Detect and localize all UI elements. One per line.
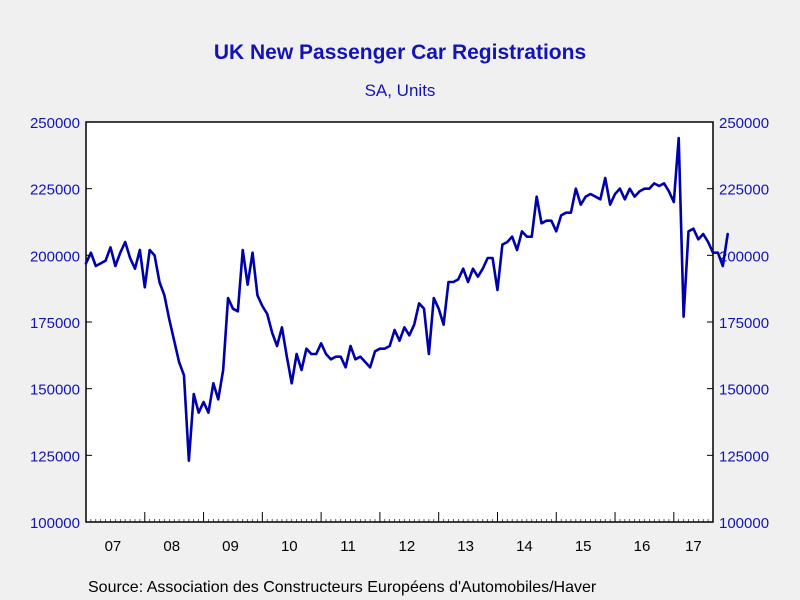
x-tick-label: 14 xyxy=(516,538,533,555)
chart-subtitle: SA, Units xyxy=(365,81,436,100)
series-layer xyxy=(84,136,730,462)
left-y-axis: 100000 125000 150000 175000 200000 225000 2500… xyxy=(30,115,92,532)
x-tick-label: 08 xyxy=(163,538,180,555)
x-axis: 07 08 09 10 11 12 13 14 15 16 17 xyxy=(90,512,714,555)
left-y-tick-label: 225000 xyxy=(30,182,80,199)
x-tick-label: 13 xyxy=(457,538,474,555)
right-y-tick-label: 100000 xyxy=(719,515,769,532)
x-tick-label: 11 xyxy=(340,538,356,555)
left-y-tick-label: 150000 xyxy=(30,382,80,399)
right-y-tick-label: 175000 xyxy=(719,315,769,332)
right-y-axis: 100000 125000 150000 175000 200000 225000 2500… xyxy=(707,115,769,532)
right-y-tick-label: 250000 xyxy=(719,115,769,132)
x-tick-label: 12 xyxy=(399,538,416,555)
chart-title: UK New Passenger Car Registrations xyxy=(214,41,586,64)
chart-source: Source: Association des Constructeurs Eu… xyxy=(88,579,597,596)
right-y-tick-label: 200000 xyxy=(719,248,769,265)
x-tick-label: 15 xyxy=(575,538,592,555)
x-tick-label: 16 xyxy=(634,538,651,555)
right-y-tick-label: 150000 xyxy=(719,382,769,399)
x-tick-label: 10 xyxy=(281,538,298,555)
left-y-tick-label: 100000 xyxy=(30,515,80,532)
x-tick-label: 07 xyxy=(105,538,122,555)
plot-area xyxy=(85,121,714,523)
right-y-tick-label: 225000 xyxy=(719,182,769,199)
left-y-tick-label: 125000 xyxy=(30,448,80,465)
x-tick-label: 17 xyxy=(685,538,702,555)
left-y-tick-label: 200000 xyxy=(30,248,80,265)
series-line xyxy=(84,136,730,462)
left-y-tick-label: 250000 xyxy=(30,115,80,132)
x-tick-label: 09 xyxy=(222,538,239,555)
left-y-tick-label: 175000 xyxy=(30,315,80,332)
right-y-tick-label: 125000 xyxy=(719,448,769,465)
